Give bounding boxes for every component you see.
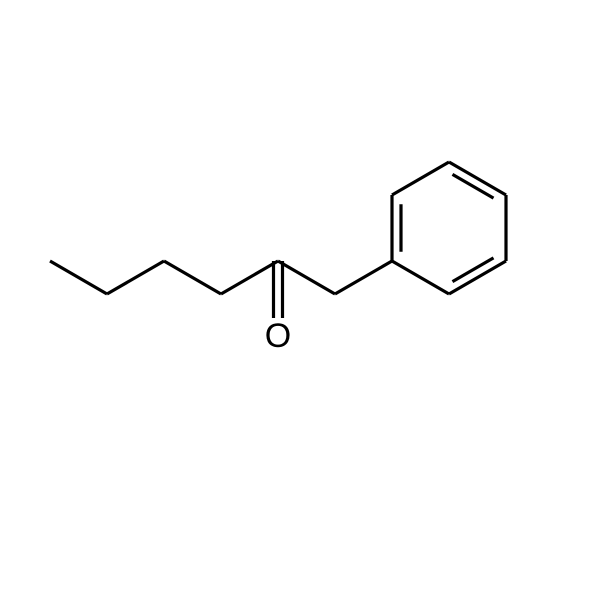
bond-line xyxy=(392,162,449,195)
bond-line xyxy=(50,261,107,294)
bond-line xyxy=(392,261,449,294)
atom-label: O xyxy=(265,317,291,355)
bond-line xyxy=(164,261,221,294)
bond-line xyxy=(221,261,278,294)
atom-labels-layer: O xyxy=(265,317,291,355)
bonds-layer xyxy=(50,162,506,318)
bond-line xyxy=(452,258,493,282)
bond-line xyxy=(452,174,493,198)
molecule-canvas: O xyxy=(0,0,600,600)
bond-line xyxy=(107,261,164,294)
bond-line xyxy=(335,261,392,294)
bond-line xyxy=(278,261,335,294)
